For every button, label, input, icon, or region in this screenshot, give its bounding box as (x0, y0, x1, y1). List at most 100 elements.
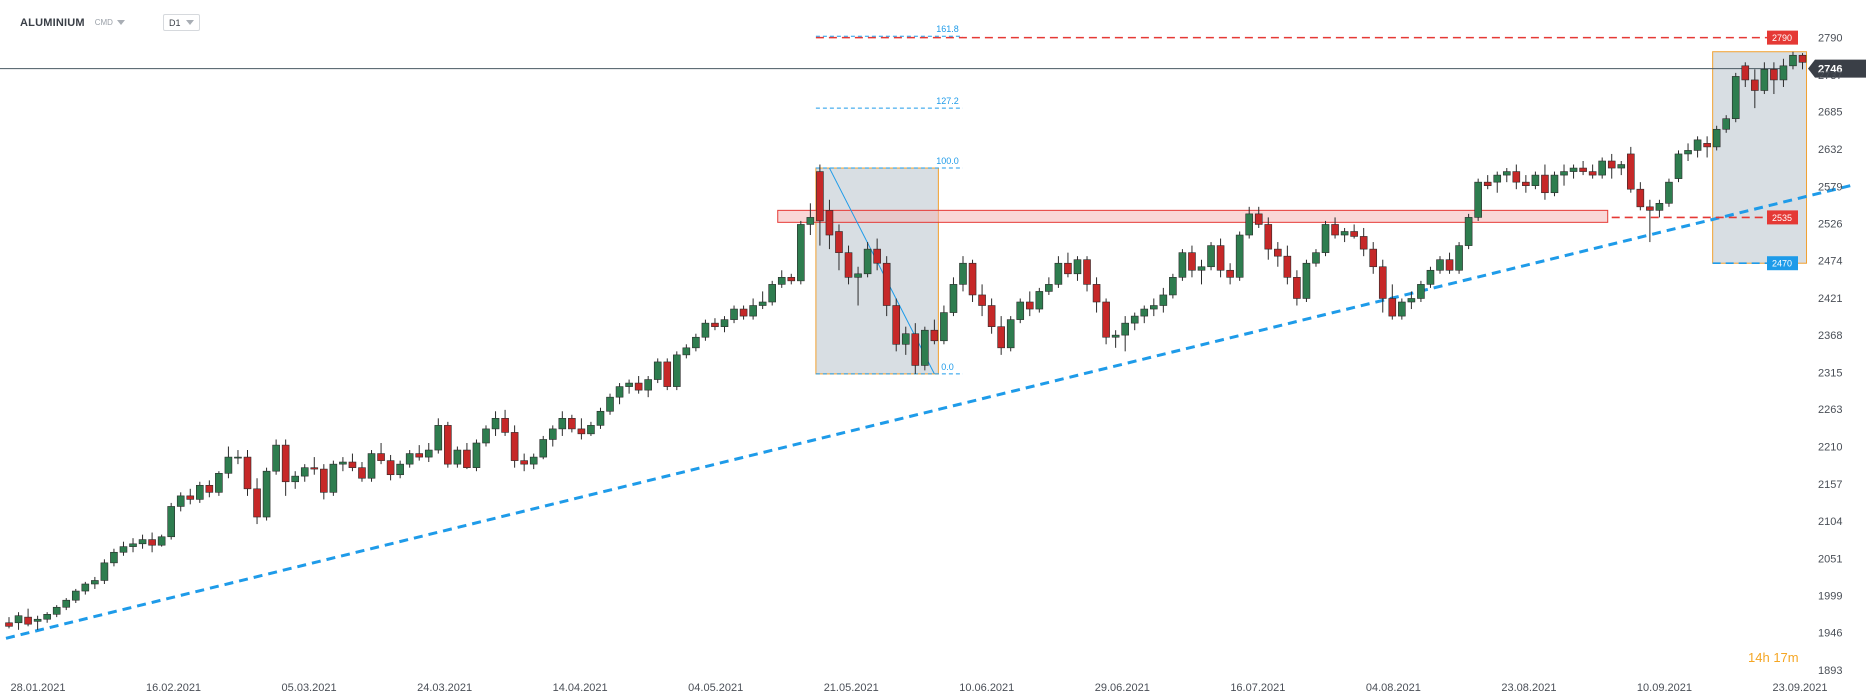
candle[interactable] (558, 411, 567, 436)
candle[interactable] (482, 425, 490, 447)
candle[interactable] (1169, 273, 1177, 299)
candle[interactable] (1254, 206, 1263, 228)
candle[interactable] (520, 453, 528, 472)
candle[interactable] (491, 411, 500, 436)
candle[interactable] (1588, 164, 1597, 179)
candle[interactable] (1436, 256, 1444, 274)
candle[interactable] (825, 199, 834, 250)
candle[interactable] (644, 376, 652, 398)
candle[interactable] (1178, 249, 1187, 281)
candle[interactable] (167, 502, 175, 540)
candle[interactable] (730, 305, 738, 324)
candle[interactable] (1493, 171, 1502, 193)
candle[interactable] (1474, 178, 1482, 221)
candle[interactable] (1102, 298, 1110, 345)
candle[interactable] (234, 450, 242, 465)
candle[interactable] (377, 442, 385, 465)
trendline[interactable] (5, 184, 1851, 640)
candle[interactable] (1150, 298, 1158, 317)
candle[interactable] (739, 305, 748, 320)
candle[interactable] (24, 608, 32, 627)
candle[interactable] (396, 460, 404, 479)
candle[interactable] (873, 238, 881, 271)
candle[interactable] (1216, 238, 1225, 278)
candle[interactable] (835, 224, 843, 271)
candle[interactable] (653, 358, 662, 384)
candle[interactable] (43, 612, 51, 623)
candle[interactable] (262, 467, 271, 521)
candle[interactable] (5, 617, 13, 629)
candle[interactable] (1140, 305, 1149, 324)
candle[interactable] (463, 442, 471, 470)
candle[interactable] (711, 318, 719, 331)
candle[interactable] (797, 220, 805, 285)
candle[interactable] (882, 256, 891, 317)
candle[interactable] (1207, 242, 1215, 271)
candle[interactable] (1798, 53, 1807, 70)
candle[interactable] (1607, 153, 1616, 179)
candle[interactable] (568, 414, 576, 433)
candle[interactable] (978, 284, 986, 317)
candle[interactable] (1789, 51, 1797, 70)
candle[interactable] (1245, 206, 1253, 239)
candle[interactable] (682, 344, 691, 359)
candle[interactable] (444, 421, 452, 468)
candle[interactable] (1083, 256, 1091, 292)
candle[interactable] (1684, 143, 1692, 161)
candle[interactable] (1541, 164, 1549, 200)
resistance-zone[interactable] (777, 209, 1609, 223)
candle[interactable] (921, 326, 929, 371)
candle[interactable] (71, 588, 80, 604)
candle[interactable] (663, 358, 672, 391)
candle[interactable] (1111, 330, 1120, 348)
candle[interactable] (1035, 287, 1044, 313)
candle[interactable] (1378, 259, 1387, 313)
candle[interactable] (1455, 242, 1463, 274)
candle[interactable] (901, 326, 910, 355)
candle[interactable] (1159, 287, 1168, 313)
candle[interactable] (1369, 242, 1378, 274)
candle[interactable] (692, 333, 700, 352)
candle[interactable] (1550, 171, 1559, 197)
candle[interactable] (1197, 259, 1206, 285)
candle[interactable] (1665, 178, 1673, 207)
category-dropdown[interactable]: CMD (95, 18, 125, 27)
candle[interactable] (806, 203, 815, 236)
candle[interactable] (1006, 316, 1015, 352)
candle[interactable] (1398, 298, 1406, 320)
candle[interactable] (205, 480, 214, 498)
candle[interactable] (1426, 266, 1435, 288)
candle[interactable] (1264, 217, 1273, 260)
candle[interactable] (1693, 136, 1702, 158)
candle[interactable] (157, 534, 166, 547)
candle[interactable] (129, 538, 137, 553)
candle[interactable] (587, 421, 595, 436)
candle[interactable] (863, 242, 872, 278)
candle[interactable] (940, 305, 948, 345)
candle[interactable] (81, 581, 90, 595)
candle[interactable] (453, 446, 462, 468)
candle[interactable] (1293, 270, 1301, 306)
candle[interactable] (1617, 160, 1626, 176)
candle[interactable] (634, 376, 643, 394)
candle[interactable] (253, 478, 261, 525)
candle[interactable] (1531, 171, 1540, 190)
candle[interactable] (434, 418, 443, 454)
candle[interactable] (1560, 164, 1568, 186)
candle[interactable] (1751, 69, 1759, 109)
candle[interactable] (625, 379, 633, 394)
candle[interactable] (1054, 256, 1063, 288)
candle[interactable] (281, 439, 290, 496)
candle[interactable] (310, 457, 319, 475)
candle[interactable] (1274, 242, 1282, 267)
candle[interactable] (987, 298, 996, 334)
candle[interactable] (176, 492, 185, 512)
candle[interactable] (405, 450, 414, 468)
candle[interactable] (787, 273, 796, 285)
candle[interactable] (348, 453, 357, 472)
candle[interactable] (844, 245, 853, 285)
candle[interactable] (52, 605, 61, 618)
candle[interactable] (1483, 175, 1492, 190)
candle[interactable] (892, 298, 901, 352)
candle[interactable] (1522, 175, 1530, 193)
